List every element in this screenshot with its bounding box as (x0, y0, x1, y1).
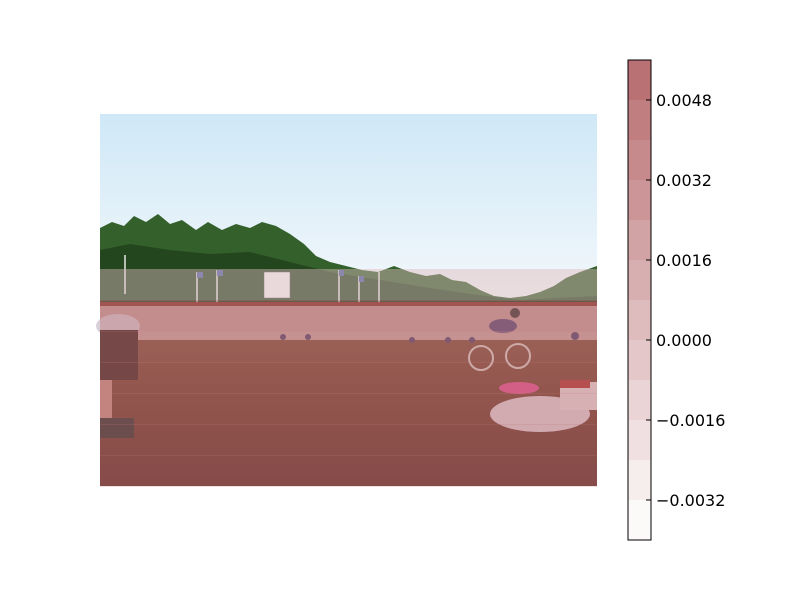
main-cyclist (468, 308, 531, 371)
heatmap-cell (100, 176, 597, 208)
heatmap-cell (100, 455, 597, 487)
heatmap-cell (100, 393, 597, 425)
heatmap-overlay (100, 114, 597, 487)
colorbar-band (628, 180, 651, 220)
colorbar: −0.0032 −0.0016 0.0000 0.0016 0.0032 0.0048 (627, 59, 725, 541)
heatmap-cell (100, 114, 597, 146)
colorbar-frame (627, 59, 652, 541)
heatmap-cell (100, 424, 597, 456)
standing-person (96, 314, 140, 438)
colorbar-band (628, 100, 651, 140)
cyclists (280, 332, 579, 343)
colorbar-band (628, 460, 651, 500)
colorbar-tick-label: 0.0016 (656, 251, 712, 270)
heatmap-cell (100, 362, 597, 394)
flags (197, 270, 364, 282)
colorbar-band (628, 140, 651, 180)
colorbar-tick-label: −0.0016 (656, 411, 725, 430)
background-photo (96, 114, 597, 486)
tree-line-dark (100, 244, 597, 304)
colorbar-tick-label: 0.0048 (656, 91, 712, 110)
colorbar-band (628, 260, 651, 300)
colorbar-ticks: −0.0032 −0.0016 0.0000 0.0016 0.0032 0.0048 (646, 91, 725, 510)
heatmap-cell (100, 300, 597, 332)
colorbar-tick-label: 0.0032 (656, 171, 712, 190)
colorbar-band (628, 60, 651, 100)
colorbar-band (628, 340, 651, 380)
colorbar-band (628, 300, 651, 340)
sign-board (263, 271, 291, 299)
colorbar-tick-label: −0.0032 (656, 491, 725, 510)
equipment-pile (490, 380, 597, 432)
colorbar-band (628, 420, 651, 460)
heatmap-cell (100, 238, 597, 270)
colorbar-tick-label: 0.0000 (656, 331, 712, 350)
heatmap-cell (100, 331, 597, 363)
heatmap-cell (100, 145, 597, 177)
colorbar-bands (628, 60, 651, 540)
track-rail (100, 302, 597, 306)
heatmap-cell (100, 269, 597, 301)
heatmap-cell (100, 207, 597, 239)
colorbar-band (628, 220, 651, 260)
colorbar-band (628, 500, 651, 540)
colorbar-band (628, 380, 651, 420)
